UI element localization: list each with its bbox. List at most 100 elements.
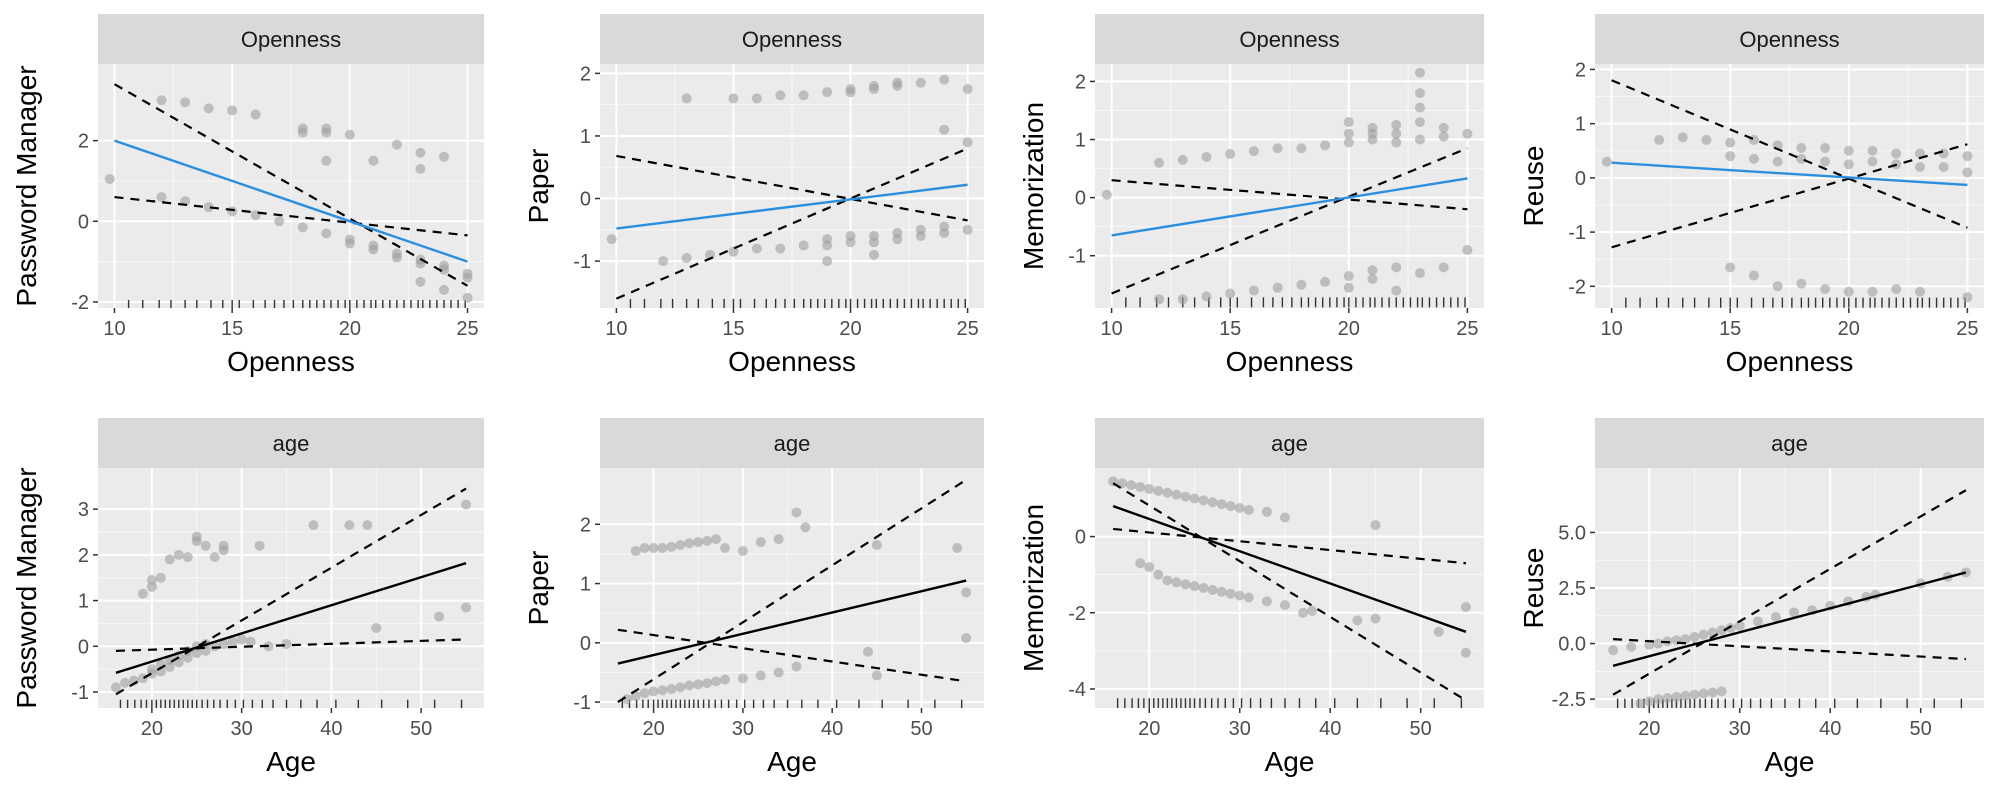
data-point [666,541,677,552]
x-tick-label: 30 [732,718,754,740]
data-point [438,264,449,275]
data-point [1433,626,1444,637]
data-point [321,127,332,138]
x-tick-label: 15 [722,318,744,340]
data-point [415,147,426,158]
data-point [461,499,472,510]
data-point [1689,631,1700,642]
data-point [702,535,713,546]
data-point [1343,117,1354,128]
data-point [773,667,784,678]
x-tick-label: 50 [410,718,432,740]
data-point [368,244,379,255]
data-point [952,543,963,553]
data-point [1707,687,1718,698]
x-tick-label: 15 [221,318,243,340]
data-point [1689,689,1700,700]
y-tick-label: -2 [1068,603,1086,625]
fit-line [1611,161,1968,187]
data-point [1938,162,1949,173]
y-axis-title: Password Manager [11,65,42,306]
data-point [250,109,261,120]
x-tick-label: 10 [103,318,125,340]
data-layer [110,487,472,708]
data-point [711,534,722,545]
data-point [845,231,856,242]
data-point [1843,159,1854,170]
data-point [1279,512,1290,523]
data-point [1914,286,1925,297]
data-point [1189,581,1200,592]
data-point [1117,478,1128,489]
data-point [173,549,184,560]
data-point [1343,137,1354,148]
data-point [227,636,238,647]
x-tick-label: 50 [910,718,932,740]
confidence-line [1111,179,1468,211]
data-point [362,520,373,531]
data-point [1843,286,1854,297]
data-point [1234,503,1245,513]
data-point [728,246,739,257]
data-point [182,652,193,663]
data-point [344,520,355,531]
y-tick-label: -2.5 [1552,689,1586,711]
y-tick-label: 1 [78,591,89,613]
x-tick-label: 25 [1956,318,1978,340]
data-point [1225,288,1236,299]
x-tick-label: 20 [1138,718,1160,740]
data-point [1207,584,1218,595]
data-point [119,677,130,688]
y-axis-title: Paper [523,149,554,224]
data-point [1796,153,1807,164]
data-point [391,139,402,150]
y-tick-label: 1 [1575,114,1586,136]
data-point [1171,577,1182,588]
x-axis-title: Age [767,746,817,777]
data-point [1608,645,1619,656]
plot-background [1095,468,1484,708]
data-point [1716,686,1727,697]
data-point [868,249,879,260]
x-tick-label: 15 [1719,318,1741,340]
data-point [1654,134,1665,145]
data-point [1653,694,1664,705]
data-point [961,587,972,598]
data-point [191,648,202,659]
data-point [368,155,379,166]
data-point [1716,625,1727,636]
confidence-line [1611,143,1968,249]
confidence-line [114,195,468,237]
data-point [798,90,809,101]
x-axis-title: Openness [227,346,355,377]
data-point [1820,284,1831,295]
data-point [462,292,473,303]
data-point [462,272,473,283]
data-point [1914,148,1925,159]
x-tick-label: 30 [231,718,253,740]
facet-strip-label: Openness [241,27,341,52]
data-point [939,221,950,232]
data-point [606,234,617,245]
data-point [630,691,641,702]
facet-strip [600,14,984,64]
data-point [962,224,973,235]
data-point [755,670,766,681]
data-point [720,543,731,553]
data-point [1320,276,1331,287]
data-point [281,639,292,649]
data-point [308,520,319,531]
data-point [1201,291,1212,302]
data-point [1698,688,1709,699]
data-point [1391,262,1402,273]
data-point [155,572,166,583]
data-point [1962,292,1973,303]
y-tick-label: 0 [580,189,591,211]
data-point [1891,148,1902,159]
facet-strip [1595,14,1984,64]
data-point [702,678,713,689]
data-point [798,240,809,251]
x-axis-title: Age [1265,746,1315,777]
data-point [1101,189,1112,200]
facet-strip [1595,418,1984,468]
